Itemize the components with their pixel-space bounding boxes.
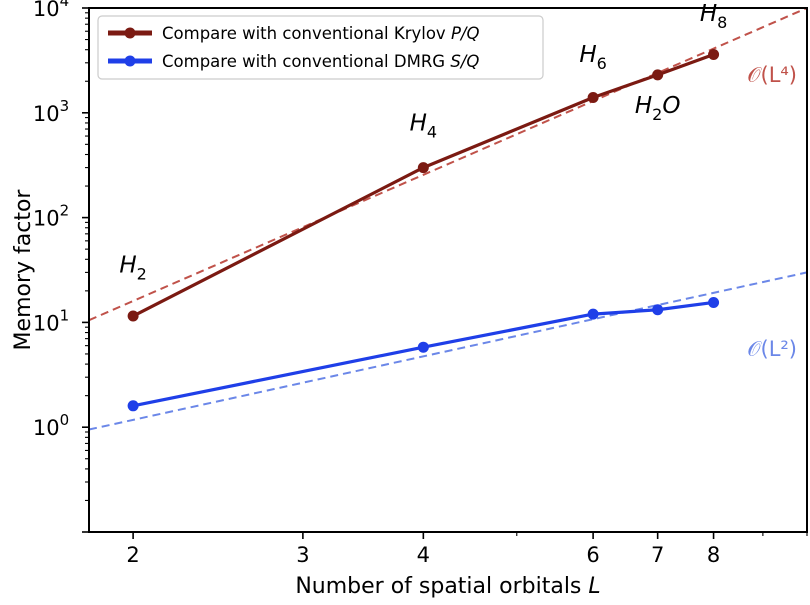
fit-line-2 <box>88 271 808 431</box>
series-line-1 <box>132 52 715 318</box>
x-tick-label: 4 <box>417 543 430 567</box>
molecule-annotations: H2 H4 H6 H2O H8 <box>119 1 727 283</box>
legend: Compare with conventional Krylov P/Q Comp… <box>97 15 544 80</box>
x-axis-ticks: 2 3 4 6 7 8 <box>126 532 808 567</box>
y-tick-label: 104 <box>33 0 69 21</box>
annotation-4: H2O <box>635 93 681 124</box>
fit-labels: 𝒪(L⁴) 𝒪(L²) <box>747 63 797 361</box>
legend-marker-2 <box>124 55 136 67</box>
annotation-3: H6 <box>579 42 606 73</box>
x-tick-label: 7 <box>651 543 664 567</box>
data-point-s1-4 <box>652 69 664 81</box>
legend-label-1: Compare with conventional Krylov P/Q <box>162 24 479 43</box>
fit-lines <box>88 7 808 431</box>
x-tick-label: 3 <box>296 543 309 567</box>
data-point-s1-3 <box>587 91 599 103</box>
x-label-text: Number of spatial orbitals <box>295 574 588 599</box>
annotation-2: H4 <box>410 110 437 141</box>
y-tick-label: 102 <box>33 202 69 231</box>
data-point-s2-2 <box>417 341 429 353</box>
data-point-s1-5 <box>708 48 720 60</box>
legend-box <box>97 15 544 80</box>
data-point-s1-2 <box>417 162 429 174</box>
fit-label-1: 𝒪(L⁴) <box>747 63 797 87</box>
y-tick-label: 101 <box>33 306 69 335</box>
data-point-s2-4 <box>652 304 664 316</box>
data-point-s2-5 <box>708 296 720 308</box>
annotation-1: H2 <box>119 252 146 283</box>
x-tick-label: 2 <box>126 543 139 567</box>
y-axis-ticks: 100 101 102 103 104 <box>33 0 89 533</box>
x-label-variable: L <box>588 574 600 599</box>
series-lines <box>127 48 720 412</box>
plot-area-frame <box>88 7 808 533</box>
data-point-s1-1 <box>127 310 139 322</box>
y-axis-label: Memory factor <box>11 189 36 351</box>
series-line-2 <box>132 300 714 408</box>
data-point-s2-3 <box>587 308 599 320</box>
data-point-s2-1 <box>127 400 139 412</box>
y-tick-label: 103 <box>33 97 69 126</box>
legend-marker-1 <box>124 27 136 39</box>
annotation-5: H8 <box>700 1 727 32</box>
x-tick-label: 6 <box>586 543 599 567</box>
fit-line-1 <box>88 7 808 322</box>
y-tick-label: 100 <box>33 411 69 440</box>
legend-label-2: Compare with conventional DMRG S/Q <box>162 52 479 71</box>
x-axis-label: Number of spatial orbitals L <box>295 574 600 599</box>
x-tick-label: 8 <box>707 543 720 567</box>
fit-label-2: 𝒪(L²) <box>747 337 797 361</box>
